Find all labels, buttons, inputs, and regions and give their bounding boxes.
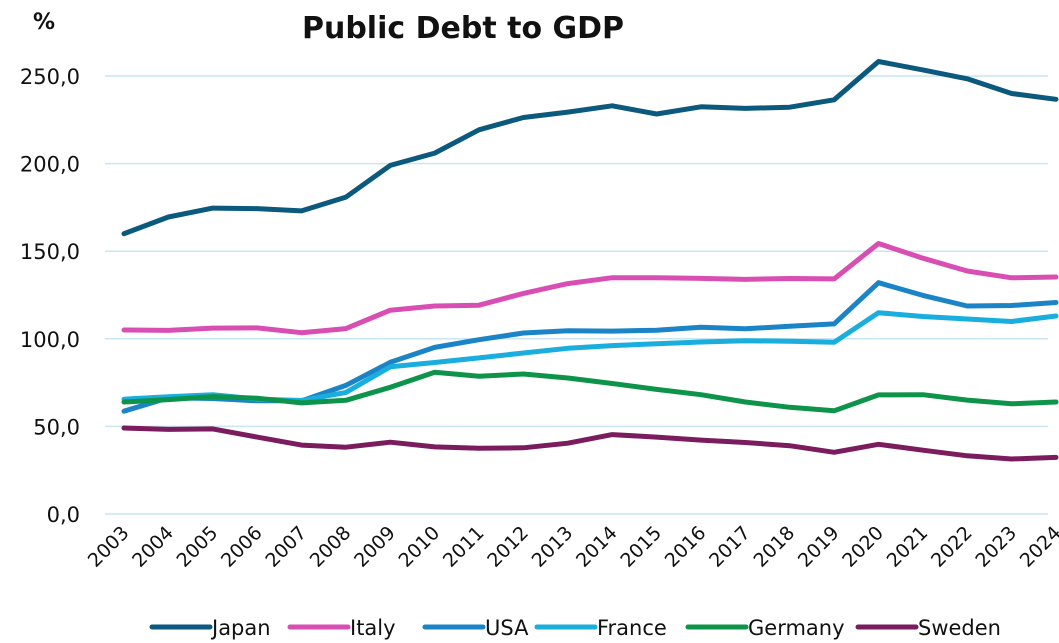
y-tick-label: 0,0 xyxy=(47,503,80,527)
x-tick-label: 2013 xyxy=(528,522,578,572)
x-tick-label: 2010 xyxy=(394,522,444,572)
series-line-germany xyxy=(121,369,1059,414)
y-tick-label: 250,0 xyxy=(20,65,80,89)
gridlines xyxy=(105,75,1048,515)
x-tick-label: 2014 xyxy=(572,522,622,572)
legend-label-italy: Italy xyxy=(350,616,396,640)
series-lines xyxy=(121,59,1059,462)
x-tick-label: 2005 xyxy=(173,522,223,572)
series-line-japan xyxy=(121,59,1059,237)
legend-label-germany: Germany xyxy=(748,616,845,640)
legend-label-france: France xyxy=(597,616,667,640)
x-tick-label: 2019 xyxy=(794,522,844,572)
series-line-italy xyxy=(121,241,1059,336)
x-tick-label: 2009 xyxy=(350,522,400,572)
y-tick-label: 50,0 xyxy=(33,415,80,439)
legend-label-sweden: Sweden xyxy=(918,616,1001,640)
series-line-sweden xyxy=(121,425,1059,462)
x-tick-label: 2017 xyxy=(705,522,755,572)
x-tick-label: 2016 xyxy=(661,522,711,572)
x-tick-label: 2021 xyxy=(883,522,933,572)
y-tick-label: 100,0 xyxy=(20,328,80,352)
y-tick-label: 150,0 xyxy=(20,240,80,264)
y-unit-label: % xyxy=(33,10,55,35)
x-tick-label: 2004 xyxy=(128,522,178,572)
x-tick-label: 2020 xyxy=(838,522,888,572)
x-tick-label: 2011 xyxy=(439,522,489,572)
legend: Japan Italy USA France Germany Sweden xyxy=(149,616,1001,640)
x-tick-label: 2007 xyxy=(261,522,311,572)
x-tick-label: 2012 xyxy=(483,522,533,572)
x-tick-label: 2024 xyxy=(1016,522,1059,572)
x-axis-ticks: 2003200420052006200720082009201020112012… xyxy=(84,522,1059,572)
x-tick-label: 2015 xyxy=(616,522,666,572)
legend-label-japan: Japan xyxy=(210,616,271,640)
x-tick-label: 2018 xyxy=(749,522,799,572)
x-tick-label: 2008 xyxy=(306,522,356,572)
x-tick-label: 2003 xyxy=(84,522,134,572)
y-tick-label: 200,0 xyxy=(20,153,80,177)
y-axis-ticks: 0,0 50,0 100,0 150,0 200,0 250,0 xyxy=(20,65,80,527)
x-tick-label: 2022 xyxy=(927,522,977,572)
series-line-france xyxy=(121,310,1059,403)
legend-label-usa: USA xyxy=(485,616,529,640)
x-tick-label: 2023 xyxy=(971,522,1021,572)
x-tick-label: 2006 xyxy=(217,522,267,572)
chart-title: Public Debt to GDP xyxy=(302,11,624,46)
